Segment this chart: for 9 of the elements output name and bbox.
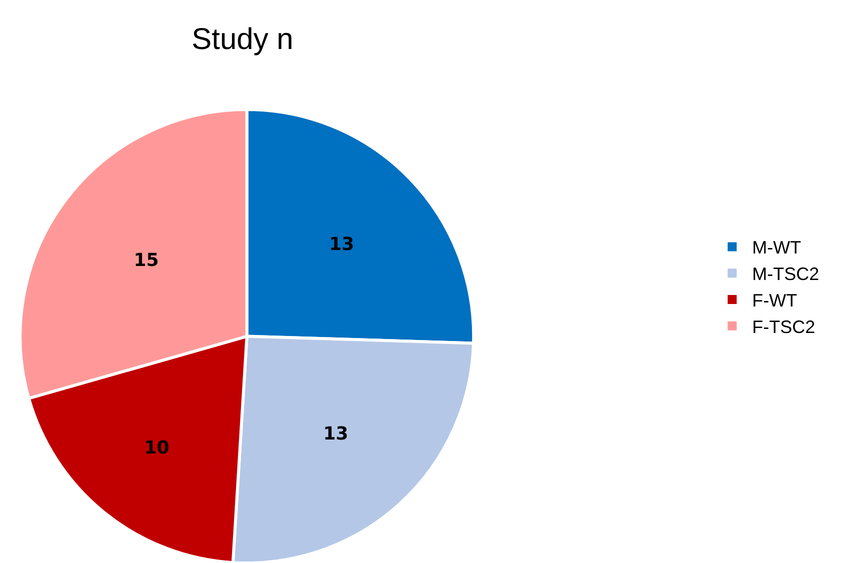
legend-label: M-TSC2: [752, 264, 820, 284]
legend-label: F-TSC2: [752, 316, 816, 337]
legend-label: F-WT: [752, 290, 798, 311]
data-label: 10: [144, 438, 170, 459]
legend-label: M-WT: [752, 238, 802, 258]
chart-title: Study n: [192, 23, 294, 56]
data-label: 13: [329, 234, 354, 255]
data-label: 13: [323, 423, 348, 444]
data-label: 15: [134, 250, 159, 271]
